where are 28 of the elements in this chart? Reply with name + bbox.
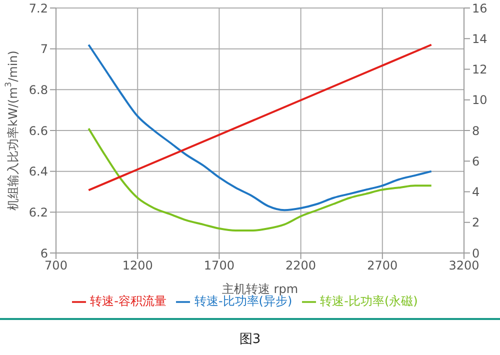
x-tick-label: 700 bbox=[44, 258, 68, 273]
x-tick-label: 3200 bbox=[448, 258, 480, 273]
y-tick-label: 6.2 bbox=[28, 205, 48, 220]
x-tick-label: 2200 bbox=[286, 258, 316, 273]
y2-tick-label: 12 bbox=[472, 62, 488, 77]
y-tick-label: 7 bbox=[40, 42, 48, 56]
y-tick-label: 6.4 bbox=[28, 164, 48, 179]
caption: 图3 bbox=[238, 331, 262, 348]
y2-tick-label: 2 bbox=[472, 216, 480, 230]
y2-tick-label: 6 bbox=[472, 154, 480, 168]
y-tick-label: 7.2 bbox=[28, 1, 48, 16]
y-tick-label: 6.6 bbox=[28, 124, 48, 138]
y-tick-label: 6 bbox=[40, 246, 48, 260]
y2-tick-label: 10 bbox=[472, 93, 488, 108]
y2-tick-label: 0 bbox=[472, 246, 480, 260]
y-tick-label: 6.8 bbox=[28, 82, 48, 97]
legend-label: 转速-比功率(异步) bbox=[194, 294, 292, 308]
x-tick-label: 2700 bbox=[367, 258, 398, 273]
line-series bbox=[88, 127, 432, 232]
y2-tick-label: 4 bbox=[472, 185, 480, 200]
legend-label: 转速-比功率(永磁) bbox=[320, 294, 418, 308]
x-axis-title: 主机转速 rpm bbox=[222, 282, 298, 296]
y2-tick-label: 16 bbox=[472, 1, 488, 16]
x-tick-label: 1200 bbox=[122, 258, 153, 273]
legend-label: 转速-容积流量 bbox=[90, 294, 166, 308]
y2-tick-label: 8 bbox=[472, 124, 480, 138]
x-tick-label: 1700 bbox=[204, 258, 234, 273]
y2-tick-label: 14 bbox=[472, 32, 488, 46]
